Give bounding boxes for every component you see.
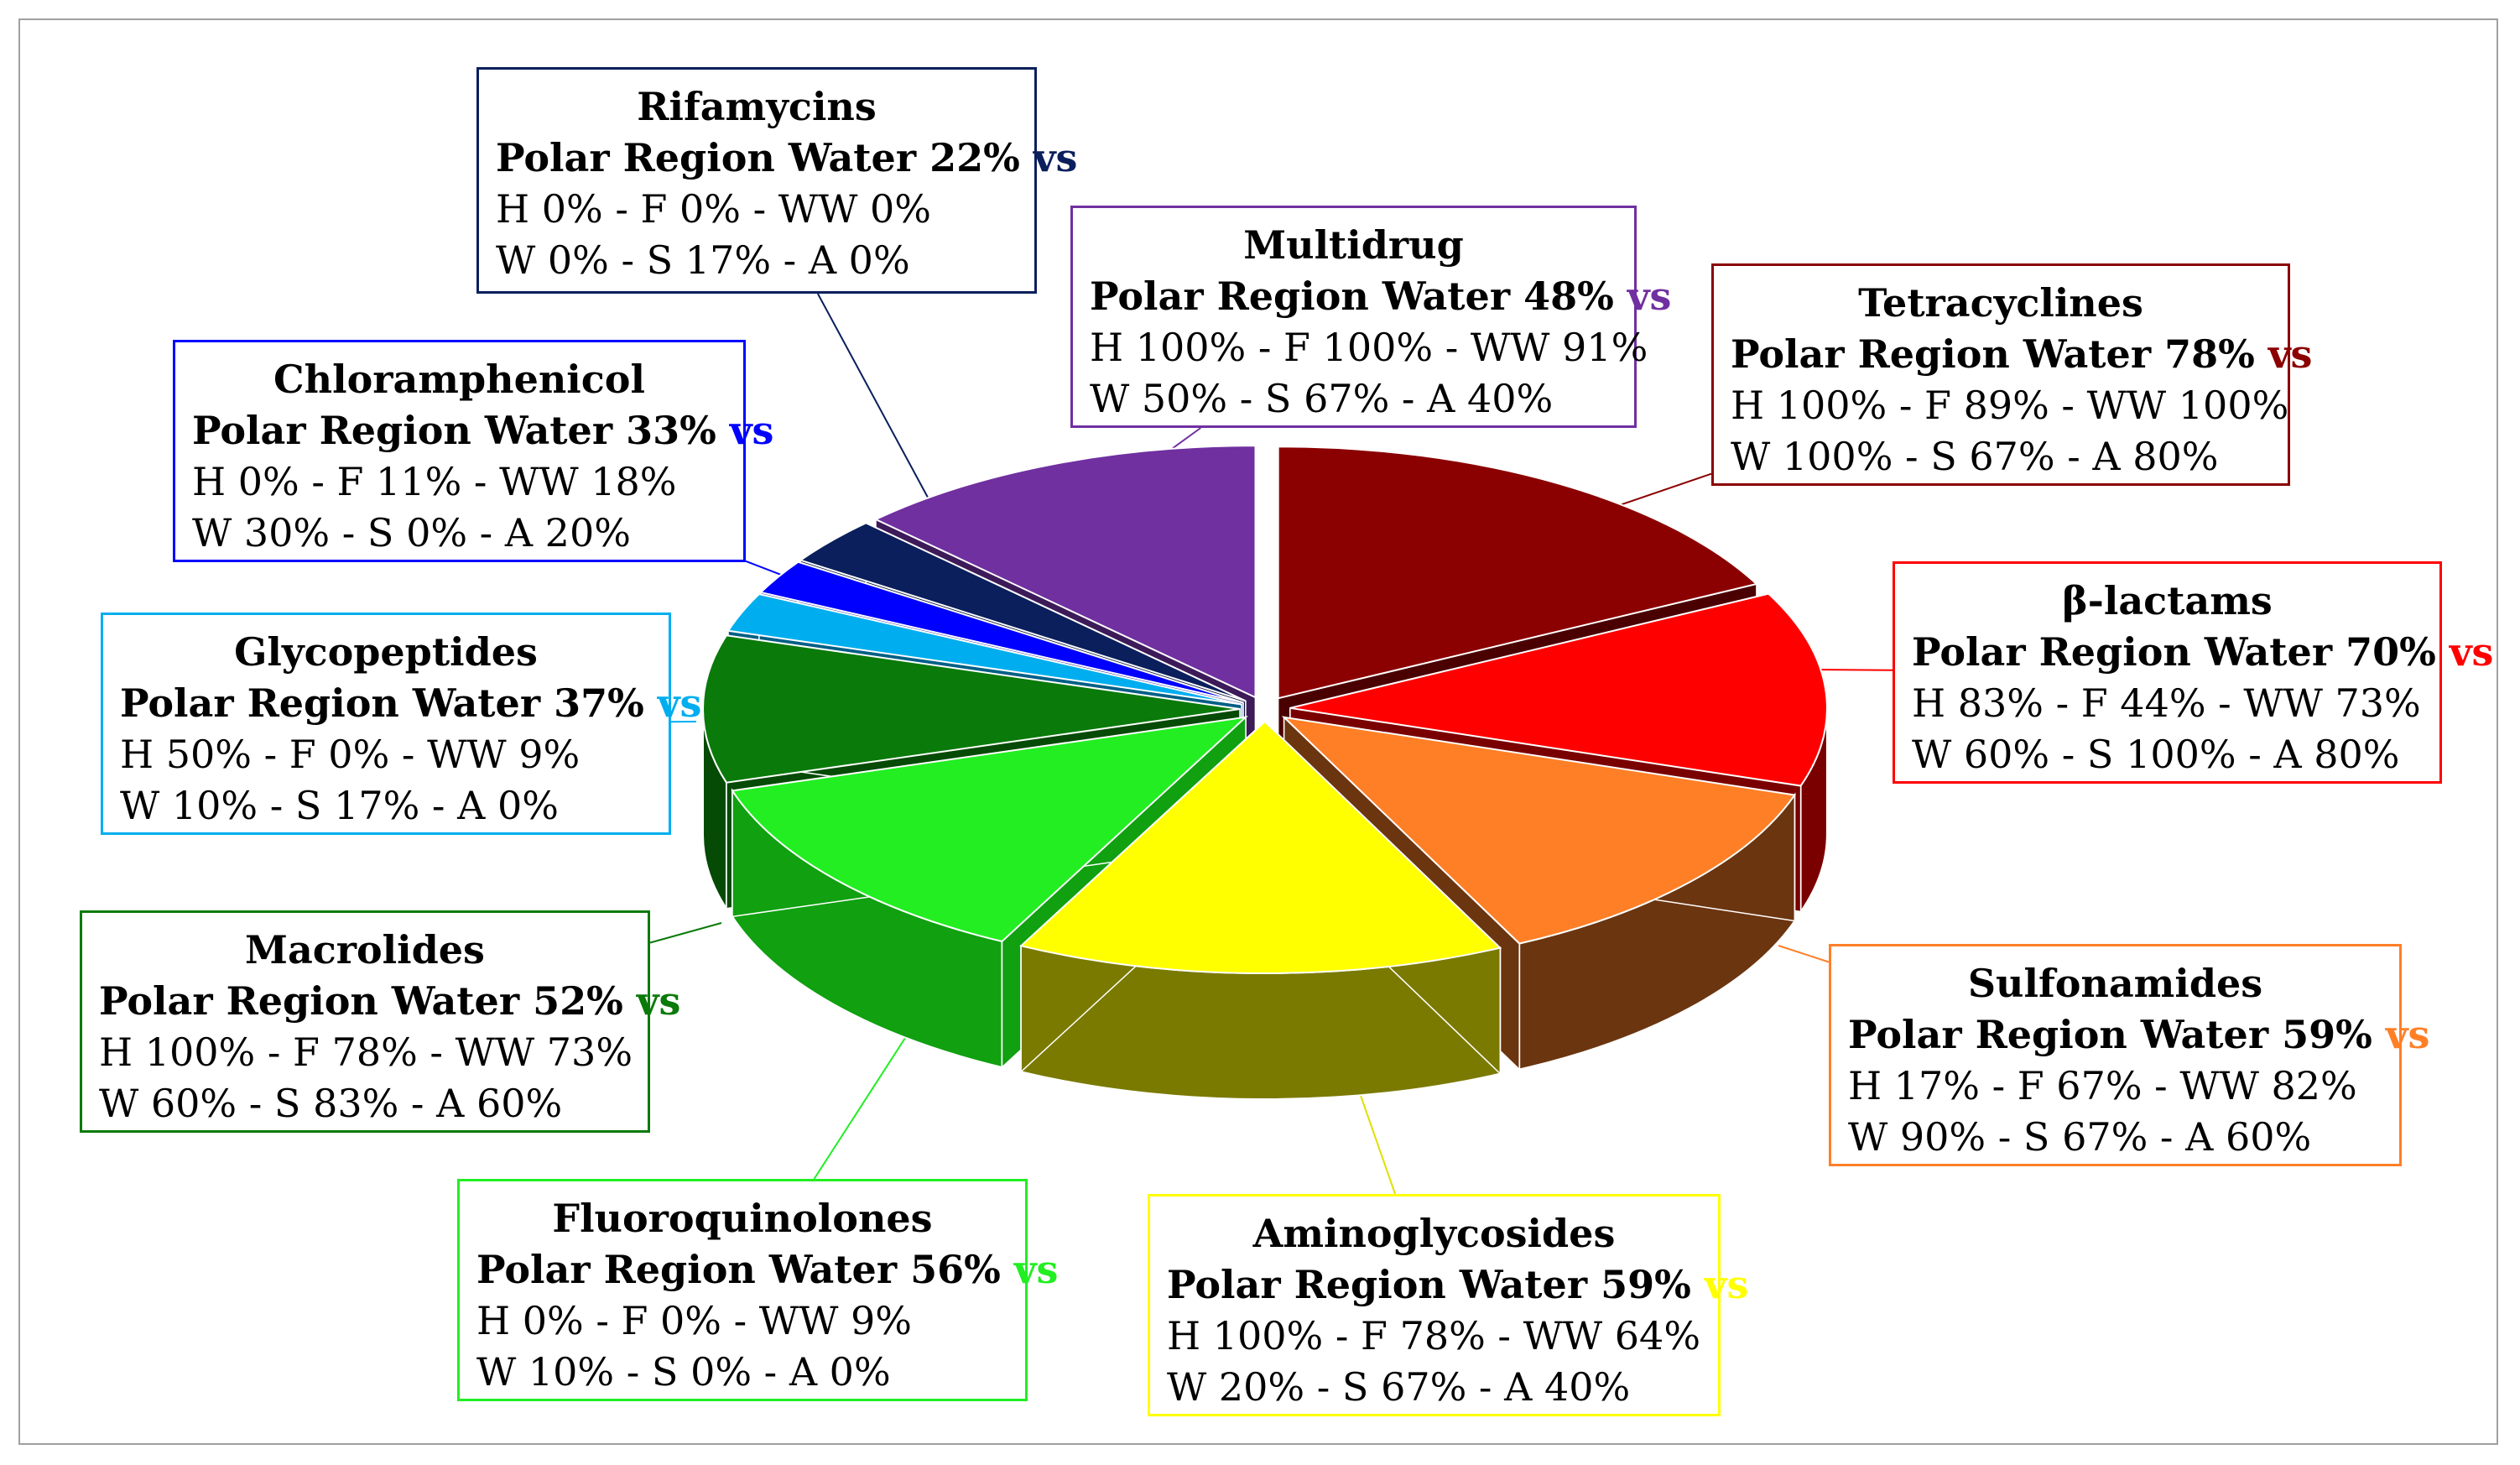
label-title: Aminoglycosides bbox=[1252, 1211, 1616, 1256]
label-box-macrolides: Macrolides Polar Region Water 52% vs H 100… bbox=[80, 910, 680, 1133]
label-polar-line: Polar Region Water 48% vs bbox=[1090, 271, 1671, 322]
label-polar-line: Polar Region Water 33% vs bbox=[192, 405, 773, 456]
polar-value: 33% bbox=[626, 408, 716, 453]
label-title: Glycopeptides bbox=[234, 629, 538, 675]
polar-value: 59% bbox=[2282, 1012, 2372, 1057]
series-label: Polar Region Water bbox=[476, 1247, 898, 1292]
label-box-tetracyclines: Tetracyclines Polar Region Water 78% vs H … bbox=[1711, 263, 2312, 486]
series-label: Polar Region Water bbox=[192, 408, 613, 453]
label-polar-line: Polar Region Water 78% vs bbox=[1731, 329, 2312, 380]
polar-value: 59% bbox=[1601, 1262, 1691, 1307]
slice-fluoroquinolones bbox=[731, 716, 1249, 943]
pie-tops bbox=[702, 445, 1828, 974]
label-title: Rifamycins bbox=[637, 84, 877, 129]
slice-lactams bbox=[1289, 592, 1828, 787]
label-line-h-f-ww: H 0% - F 11% - WW 18% bbox=[192, 459, 677, 504]
label-polar-line: Polar Region Water 37% vs bbox=[120, 678, 701, 729]
label-box-fluoroquinolones: Fluoroquinolones Polar Region Water 56% v… bbox=[457, 1179, 1058, 1401]
label-line-h-f-ww: H 17% - F 67% - WW 82% bbox=[1848, 1063, 2357, 1108]
series-label: Polar Region Water bbox=[1167, 1262, 1588, 1307]
slice-rifamycins bbox=[799, 522, 1247, 702]
leader-line-rifamycins bbox=[817, 293, 945, 528]
vs-text: vs bbox=[636, 978, 681, 1024]
leader-line-fluoroquinolones bbox=[813, 1023, 915, 1180]
label-line-w-s-a: W 0% - S 17% - A 0% bbox=[496, 237, 910, 283]
label-line-h-f-ww: H 50% - F 0% - WW 9% bbox=[120, 732, 581, 777]
label-title: β-lactams bbox=[2062, 578, 2273, 623]
slice-tetracyclines bbox=[1277, 446, 1758, 700]
label-polar-line: Polar Region Water 56% vs bbox=[476, 1244, 1058, 1296]
label-line-w-s-a: W 10% - S 17% - A 0% bbox=[120, 783, 559, 828]
label-title: Multidrug bbox=[1243, 222, 1464, 268]
slice-macrolides bbox=[702, 634, 1241, 784]
polar-value: 48% bbox=[1523, 274, 1614, 319]
series-label: Polar Region Water bbox=[496, 135, 917, 180]
label-box-aminoglycosides: Aminoglycosides Polar Region Water 59% vs… bbox=[1148, 1194, 1748, 1416]
label-polar-line: Polar Region Water 59% vs bbox=[1848, 1009, 2429, 1061]
series-label: Polar Region Water bbox=[120, 680, 541, 726]
series-label: Polar Region Water bbox=[1090, 274, 1511, 319]
vs-text: vs bbox=[1627, 274, 1672, 319]
label-line-h-f-ww: H 100% - F 78% - WW 64% bbox=[1167, 1313, 1701, 1358]
vs-text: vs bbox=[2449, 629, 2494, 675]
label-line-h-f-ww: H 0% - F 0% - WW 0% bbox=[496, 186, 931, 232]
polar-value: 37% bbox=[554, 680, 644, 726]
vs-text: vs bbox=[1013, 1247, 1059, 1292]
polar-value: 70% bbox=[2346, 629, 2436, 675]
vs-text: vs bbox=[2267, 331, 2313, 377]
label-line-h-f-ww: H 100% - F 78% - WW 73% bbox=[99, 1030, 633, 1075]
label-polar-line: Polar Region Water 59% vs bbox=[1167, 1259, 1748, 1311]
polar-value: 78% bbox=[2164, 331, 2255, 377]
label-line-w-s-a: W 30% - S 0% - A 20% bbox=[192, 510, 631, 555]
vs-text: vs bbox=[657, 680, 702, 726]
label-box-lactams: β-lactams Polar Region Water 70% vs H 83% … bbox=[1893, 561, 2493, 784]
vs-text: vs bbox=[729, 408, 774, 453]
series-label: Polar Region Water bbox=[99, 978, 520, 1024]
leader-line-aminoglycosides bbox=[1358, 1090, 1397, 1195]
label-line-h-f-ww: H 100% - F 89% - WW 100% bbox=[1731, 383, 2289, 428]
figure-frame bbox=[18, 18, 2498, 1445]
label-title: Chloramphenicol bbox=[273, 357, 645, 402]
label-box-chloramphenicol: Chloramphenicol Polar Region Water 33% vs… bbox=[173, 340, 773, 562]
slice-multidrug bbox=[873, 445, 1257, 699]
slice-glycopeptides bbox=[726, 592, 1242, 706]
label-title: Sulfonamides bbox=[1967, 961, 2263, 1006]
series-label: Polar Region Water bbox=[1848, 1012, 2269, 1057]
label-line-h-f-ww: H 100% - F 100% - WW 91% bbox=[1090, 325, 1648, 370]
label-box-rifamycins: Rifamycins Polar Region Water 22% vs H 0% … bbox=[476, 67, 1077, 294]
label-polar-line: Polar Region Water 70% vs bbox=[1912, 627, 2493, 678]
slice-chloramphenicol bbox=[758, 560, 1244, 704]
polar-value: 22% bbox=[929, 135, 1020, 180]
label-line-w-s-a: W 90% - S 67% - A 60% bbox=[1848, 1114, 2312, 1160]
leader-line-macrolides bbox=[649, 922, 722, 944]
label-polar-line: Polar Region Water 22% vs bbox=[496, 133, 1077, 184]
slice-sulfonamides bbox=[1281, 716, 1797, 945]
label-line-w-s-a: W 20% - S 67% - A 40% bbox=[1167, 1364, 1631, 1410]
label-line-h-f-ww: H 83% - F 44% - WW 73% bbox=[1912, 680, 2421, 726]
label-box-glycopeptides: Glycopeptides Polar Region Water 37% vs H … bbox=[101, 613, 701, 835]
label-line-w-s-a: W 10% - S 0% - A 0% bbox=[476, 1349, 891, 1395]
label-title: Fluoroquinolones bbox=[552, 1196, 933, 1241]
series-label: Polar Region Water bbox=[1731, 331, 2152, 377]
label-box-multidrug: Multidrug Polar Region Water 48% vs H 100%… bbox=[1070, 206, 1671, 428]
label-line-w-s-a: W 60% - S 100% - A 80% bbox=[1912, 732, 2400, 777]
polar-value: 52% bbox=[533, 978, 623, 1024]
label-line-w-s-a: W 60% - S 83% - A 60% bbox=[99, 1081, 563, 1126]
label-line-w-s-a: W 50% - S 67% - A 40% bbox=[1090, 376, 1554, 421]
vs-text: vs bbox=[1704, 1262, 1749, 1307]
label-title: Macrolides bbox=[245, 927, 485, 972]
label-polar-line: Polar Region Water 52% vs bbox=[99, 976, 680, 1027]
vs-text: vs bbox=[1033, 135, 1078, 180]
label-line-w-s-a: W 100% - S 67% - A 80% bbox=[1731, 434, 2219, 479]
polar-value: 56% bbox=[910, 1247, 1001, 1292]
slice-aminoglycosides bbox=[1019, 720, 1502, 974]
label-title: Tetracyclines bbox=[1858, 280, 2143, 326]
label-line-h-f-ww: H 0% - F 0% - WW 9% bbox=[476, 1298, 912, 1343]
leader-line-sulfonamides bbox=[1778, 945, 1830, 963]
vs-text: vs bbox=[2385, 1012, 2430, 1057]
label-box-sulfonamides: Sulfonamides Polar Region Water 59% vs H 1… bbox=[1829, 944, 2429, 1166]
series-label: Polar Region Water bbox=[1912, 629, 2333, 675]
